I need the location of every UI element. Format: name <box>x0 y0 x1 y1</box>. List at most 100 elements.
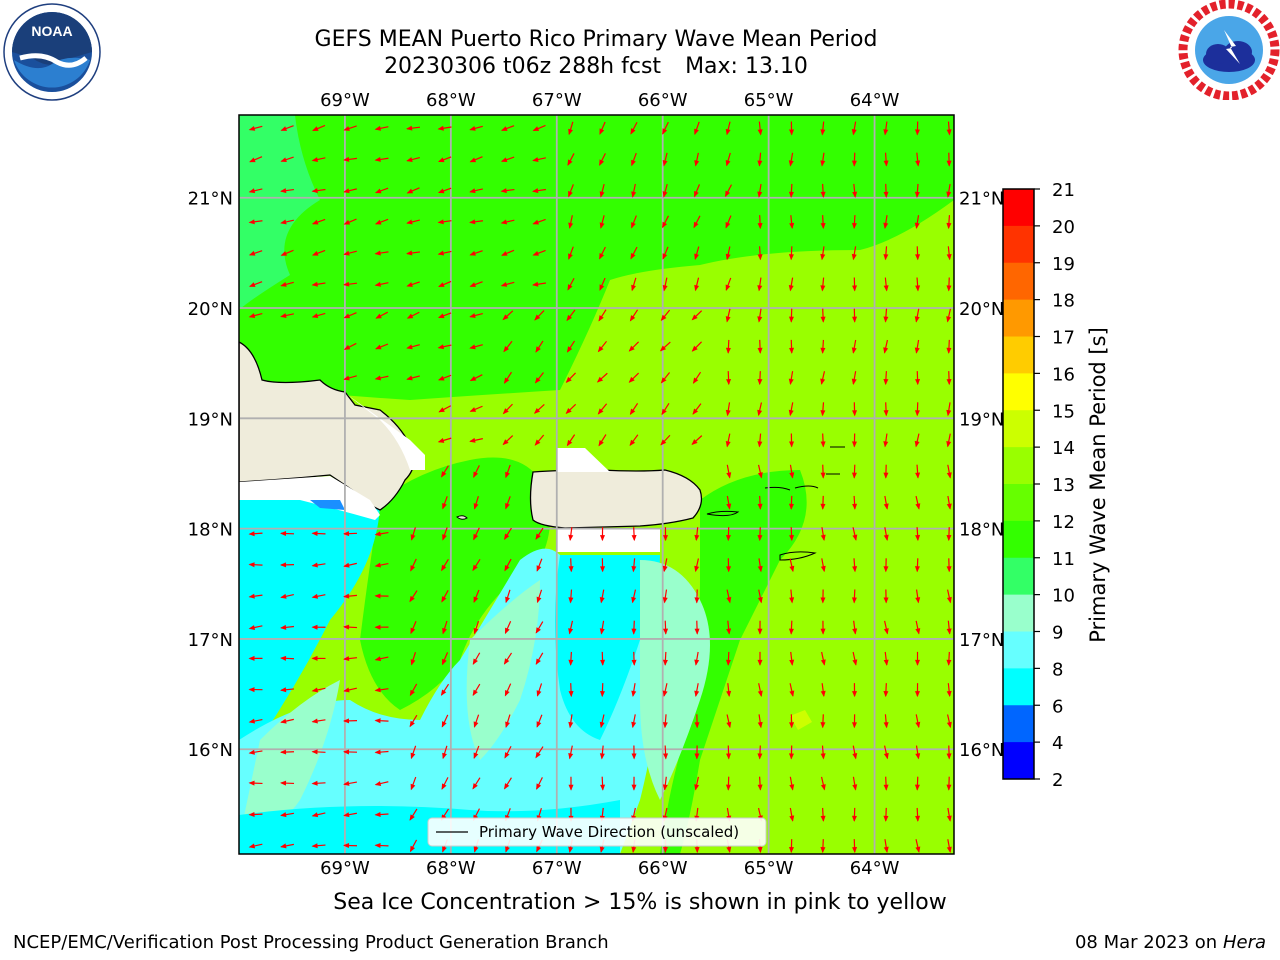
wave-arrow <box>694 589 700 604</box>
wave-arrow <box>788 246 794 261</box>
wave-arrow <box>311 593 326 599</box>
colorbar-tick-label: 15 <box>1052 401 1075 422</box>
wave-arrow <box>280 219 294 225</box>
wave-arrow <box>914 215 920 230</box>
wave-arrow <box>757 620 763 635</box>
wave-arrow <box>725 215 732 229</box>
wave-arrow <box>534 310 545 321</box>
coastal-mask-pr-north <box>556 448 610 472</box>
wave-arrow <box>820 308 826 323</box>
wave-arrow <box>504 683 512 697</box>
wave-arrow <box>311 562 326 568</box>
wave-arrow <box>883 246 889 261</box>
wave-arrow <box>469 437 483 443</box>
wave-arrow <box>631 683 637 698</box>
wave-arrow <box>500 188 515 194</box>
wave-arrow <box>694 776 700 791</box>
wave-arrow <box>631 183 637 198</box>
wave-arrow <box>694 620 700 635</box>
wave-arrow <box>851 807 857 822</box>
wave-arrow <box>249 281 263 287</box>
wave-arrow <box>946 620 952 635</box>
lat-label-right: 19°N <box>959 409 1004 430</box>
wave-arrow <box>946 183 952 198</box>
period-band-10-11-west <box>239 115 320 310</box>
wave-arrow <box>536 558 543 572</box>
wave-arrow <box>789 714 795 729</box>
colorbar-tick-label: 9 <box>1052 623 1063 644</box>
wave-arrow <box>693 184 701 198</box>
wave-arrow <box>600 558 606 573</box>
wave-arrow <box>946 558 952 573</box>
wave-arrow <box>851 339 857 354</box>
wave-arrow <box>914 339 920 354</box>
wave-arrow <box>631 215 637 229</box>
wave-arrow <box>631 745 637 760</box>
wave-arrow <box>820 402 826 417</box>
wave-arrow <box>248 625 263 630</box>
wave-arrow <box>280 249 294 256</box>
wave-arrow <box>406 281 420 287</box>
wave-arrow <box>726 371 732 386</box>
wave-arrow <box>694 683 700 697</box>
wave-arrow <box>757 745 763 760</box>
wave-arrow <box>437 344 452 350</box>
wave-arrow <box>248 749 263 755</box>
colorbar-segment <box>1003 668 1034 706</box>
wave-arrow <box>788 183 794 198</box>
wave-arrow <box>725 651 731 666</box>
wave-arrow <box>311 281 326 287</box>
wave-arrow <box>820 527 826 541</box>
lon-label-bottom: 65°W <box>744 858 794 879</box>
nws-logo-icon <box>1178 0 1280 100</box>
wave-arrow <box>500 281 515 287</box>
lat-label-left: 19°N <box>188 409 233 430</box>
wave-arrow <box>472 683 481 697</box>
wave-arrow <box>441 777 449 790</box>
wave-arrow <box>280 718 294 724</box>
wave-arrow <box>532 157 546 162</box>
footer-branch: NCEP/EMC/Verification Post Processing Pr… <box>13 932 609 953</box>
wave-arrow <box>851 589 857 604</box>
wave-arrow <box>473 527 480 541</box>
wave-arrow <box>343 656 358 662</box>
wave-arrow <box>568 527 574 542</box>
wave-arrow <box>438 280 452 288</box>
wave-arrow <box>883 776 889 791</box>
wave-arrow <box>442 620 448 635</box>
wave-arrow <box>374 531 389 537</box>
wave-arrow <box>374 187 389 194</box>
wave-arrow <box>788 745 794 760</box>
wave-arrow <box>725 527 731 542</box>
wave-arrow <box>343 375 357 381</box>
wave-arrow <box>914 121 920 136</box>
wave-arrow <box>631 558 637 573</box>
wave-arrow <box>631 620 637 635</box>
wave-arrow <box>534 434 545 446</box>
lon-label-top: 69°W <box>320 90 370 111</box>
wave-arrow <box>662 121 669 135</box>
wave-arrow <box>726 495 732 510</box>
wave-arrow <box>757 558 763 573</box>
legend-label: Primary Wave Direction (unscaled) <box>479 823 739 841</box>
wave-arrow <box>725 339 731 354</box>
wave-arrow <box>343 531 358 537</box>
lon-label-top: 68°W <box>426 90 476 111</box>
wave-arrow <box>536 683 543 697</box>
lon-label-bottom: 69°W <box>320 858 370 879</box>
wave-arrow <box>311 218 326 225</box>
map-fill-layer <box>239 115 954 854</box>
wave-arrow <box>788 402 794 417</box>
colorbar-tick-label: 6 <box>1052 696 1063 717</box>
colorbar-segment <box>1003 336 1034 374</box>
wave-arrow <box>248 593 263 599</box>
wave-arrow <box>852 776 858 791</box>
wave-arrow <box>280 655 295 661</box>
wave-arrow <box>597 403 608 415</box>
wave-arrow <box>629 403 639 416</box>
wave-arrow <box>630 246 638 260</box>
wave-arrow <box>502 310 514 321</box>
wave-arrow <box>946 745 952 760</box>
wave-arrow <box>883 807 889 822</box>
